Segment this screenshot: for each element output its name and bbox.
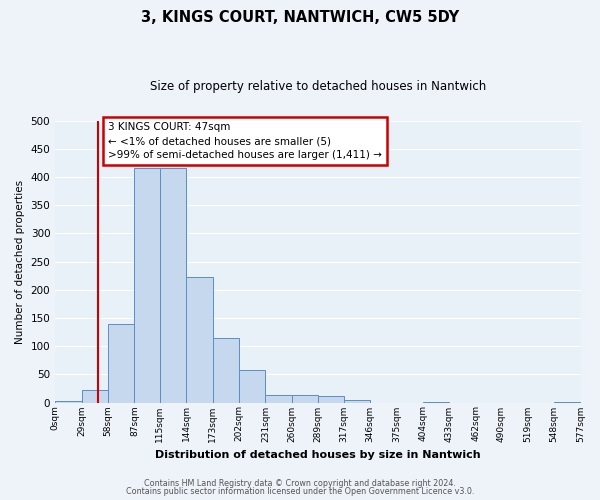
Bar — [318, 396, 344, 402]
Bar — [160, 168, 186, 402]
Bar — [292, 394, 318, 402]
Title: Size of property relative to detached houses in Nantwich: Size of property relative to detached ho… — [150, 80, 486, 93]
Bar — [212, 338, 239, 402]
Bar — [239, 370, 265, 402]
X-axis label: Distribution of detached houses by size in Nantwich: Distribution of detached houses by size … — [155, 450, 481, 460]
Bar — [186, 278, 212, 402]
Bar — [344, 400, 370, 402]
Bar — [134, 168, 160, 402]
Text: 3, KINGS COURT, NANTWICH, CW5 5DY: 3, KINGS COURT, NANTWICH, CW5 5DY — [141, 10, 459, 25]
Y-axis label: Number of detached properties: Number of detached properties — [15, 180, 25, 344]
Text: Contains HM Land Registry data © Crown copyright and database right 2024.: Contains HM Land Registry data © Crown c… — [144, 478, 456, 488]
Bar — [55, 401, 82, 402]
Bar — [265, 394, 292, 402]
Bar — [108, 324, 134, 402]
Text: Contains public sector information licensed under the Open Government Licence v3: Contains public sector information licen… — [126, 487, 474, 496]
Bar — [82, 390, 108, 402]
Text: 3 KINGS COURT: 47sqm
← <1% of detached houses are smaller (5)
>99% of semi-detac: 3 KINGS COURT: 47sqm ← <1% of detached h… — [108, 122, 382, 160]
